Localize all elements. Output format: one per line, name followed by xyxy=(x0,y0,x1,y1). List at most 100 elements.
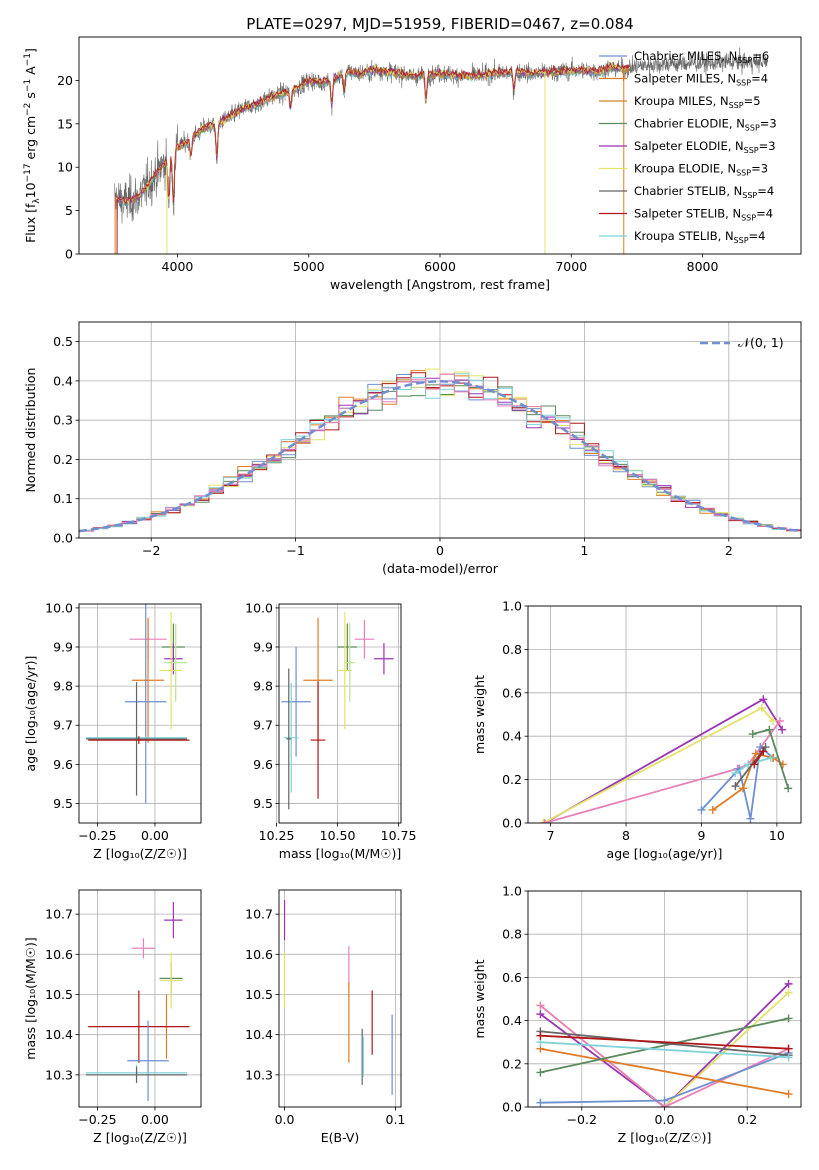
panel-spectrum: 4000 5000 6000 7000 8000 0 5 10 15 20 wavelength [… xyxy=(23,36,802,292)
y-tick-label: 0.3 xyxy=(53,413,73,428)
legend-eq: = xyxy=(751,162,761,176)
legend-nssp-sub: SSP xyxy=(742,191,757,200)
y-axis-label-part: ] xyxy=(23,48,38,53)
x-tick-label: −0.2 xyxy=(567,1112,597,1127)
y-tick-label: 0.2 xyxy=(502,1056,522,1071)
y-tick-label: 0.6 xyxy=(502,685,522,700)
y-tick-label: 9.5 xyxy=(253,796,273,811)
legend-eq: = xyxy=(751,72,761,86)
mass-weight-marker xyxy=(708,805,717,814)
y-axis-label: age [log₁₀(age/yr)] xyxy=(23,656,38,772)
y-tick-label: 0.4 xyxy=(502,729,522,744)
axes-frame xyxy=(78,36,802,255)
mass-weight-marker xyxy=(536,1098,545,1107)
y-tick-label: 10.7 xyxy=(245,907,273,922)
axes-frame xyxy=(78,321,802,539)
legend-entry: Salpeter MILES, NSSP=4 xyxy=(634,72,768,88)
mass-weight-line xyxy=(544,720,781,823)
legend-entry: Chabrier STELIB, NSSP=4 xyxy=(634,184,774,200)
legend-eq: = xyxy=(756,207,766,221)
mass-weight-marker xyxy=(784,988,793,997)
x-tick-label: 0.00 xyxy=(141,1112,169,1127)
panel-weight-Z: −0.2 0.0 0.2 0.0 0.2 0.4 0.6 0.8 1.0 Z [log₁₀(Z/Z… xyxy=(472,884,802,1145)
legend-nssp-symbol: N xyxy=(729,49,738,63)
y-axis-label: mass [log₁₀(M/M☉)] xyxy=(23,937,38,1059)
legend-sep: , xyxy=(713,94,720,108)
model-spectrum-line xyxy=(115,61,631,206)
legend-nssp-sub: SSP xyxy=(729,101,744,110)
x-tick-label: 5000 xyxy=(293,259,325,274)
y-tick-label: 15 xyxy=(57,116,73,131)
legend-sep: , xyxy=(729,117,736,131)
y-tick-label: 10.7 xyxy=(45,907,73,922)
y-tick-label: 0.0 xyxy=(502,816,522,831)
legend-nssp-sub: SSP xyxy=(736,79,751,88)
y-tick-label: 10.6 xyxy=(45,947,73,962)
legend-entry: Salpeter STELIB, NSSP=4 xyxy=(634,207,773,223)
y-tick-label: 0.1 xyxy=(53,491,73,506)
legend-eq: = xyxy=(759,139,769,153)
legend-sep: , xyxy=(726,184,733,198)
legend-entry: 𝒩(0, 1) xyxy=(738,335,784,350)
mass-weight-line xyxy=(540,1041,789,1059)
axes-frame xyxy=(527,605,802,824)
y-tick-label: 0.2 xyxy=(53,452,73,467)
legend-sep: , xyxy=(718,229,725,243)
legend-name: Salpeter STELIB xyxy=(634,207,725,221)
y-tick-label: 0.4 xyxy=(502,1013,522,1028)
y-tick-label: 9.7 xyxy=(53,718,73,733)
panel-mass-Z: −0.25 0.00 10.3 10.4 10.5 10.6 10.7 Z [log₁₀(Z/… xyxy=(23,889,202,1145)
x-tick-label: 0.0 xyxy=(655,1112,675,1127)
mass-weight-marker xyxy=(784,784,793,793)
legend-nssp-sub: SSP xyxy=(736,169,751,178)
plot-area-age-mass xyxy=(281,611,394,810)
y-tick-label: 10.5 xyxy=(45,987,73,1002)
mass-weight-marker xyxy=(769,717,778,726)
y-tick-label: 9.6 xyxy=(53,757,73,772)
mass-weight-marker xyxy=(750,760,759,769)
panel-age-Z: −0.25 0.00 9.5 9.6 9.7 9.8 9.9 10.0 Z [log₁₀(Z/Z… xyxy=(23,600,202,861)
axes-frame xyxy=(278,889,402,1108)
mass-weight-line xyxy=(540,1017,789,1074)
y-tick-label: 9.7 xyxy=(253,718,273,733)
mass-weight-marker xyxy=(784,1090,793,1099)
panel-age-mass: 10.25 10.50 10.75 9.5 9.6 9.7 9.8 9.9 10.0 mass [… xyxy=(245,600,416,861)
panel-mass-EBV: 0.0 0.1 10.3 10.4 10.5 10.6 10.7 E(B-V) xyxy=(245,889,406,1145)
x-axis-label: Z [log₁₀(Z/Z☉)] xyxy=(618,1130,712,1145)
mass-weight-marker xyxy=(759,695,768,704)
mass-weight-marker xyxy=(536,1068,545,1077)
x-tick-label: 0.1 xyxy=(386,1112,406,1127)
y-tick-label: 0.8 xyxy=(502,927,522,942)
residual-histogram-step xyxy=(79,373,801,532)
legend-nssp-symbol: N xyxy=(732,207,741,221)
legend-nssp-sub: SSP xyxy=(745,124,760,133)
legend-eq: = xyxy=(752,49,762,63)
y-tick-label: 9.9 xyxy=(253,640,273,655)
figure-title: PLATE=0297, MJD=51959, FIBERID=0467, z=0… xyxy=(246,15,633,33)
legend-entry: Chabrier ELODIE, NSSP=3 xyxy=(634,117,777,133)
legend-nssp-symbol: N xyxy=(736,117,745,131)
mass-weight-marker xyxy=(746,814,755,823)
mass-weight-marker xyxy=(765,725,774,734)
model-spectrum-line xyxy=(115,61,631,205)
y-tick-label: 9.8 xyxy=(53,679,73,694)
mass-weight-marker xyxy=(784,1044,793,1053)
legend-nssp-value: 4 xyxy=(767,184,774,198)
mass-weight-line xyxy=(734,746,767,787)
axes-frame xyxy=(278,603,402,824)
mass-weight-marker xyxy=(731,769,740,778)
plot-area-residuals xyxy=(79,368,801,533)
legend-nssp-symbol: N xyxy=(725,229,734,243)
y-tick-label: 0.0 xyxy=(502,1100,522,1115)
mass-weight-marker xyxy=(757,703,766,712)
y-axis-label-part: −1 xyxy=(23,79,33,92)
mass-weight-marker xyxy=(536,1031,545,1040)
legend-nssp-value: 4 xyxy=(758,229,765,243)
legend-nssp-value: 5 xyxy=(753,94,760,108)
y-axis-label-part: λ xyxy=(32,198,42,204)
x-tick-label: 4000 xyxy=(162,259,194,274)
legend-name: Kroupa MILES xyxy=(634,94,713,108)
legend-sep: , xyxy=(720,72,727,86)
normal-distribution-curve xyxy=(79,380,801,533)
x-axis-label: Z [log₁₀(Z/Z☉)] xyxy=(93,846,187,861)
